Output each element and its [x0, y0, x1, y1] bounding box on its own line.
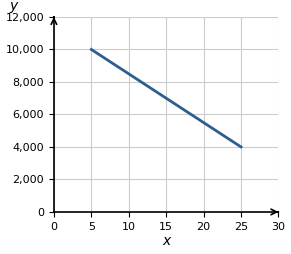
X-axis label: x: x [162, 234, 170, 248]
Y-axis label: y: y [9, 0, 18, 13]
